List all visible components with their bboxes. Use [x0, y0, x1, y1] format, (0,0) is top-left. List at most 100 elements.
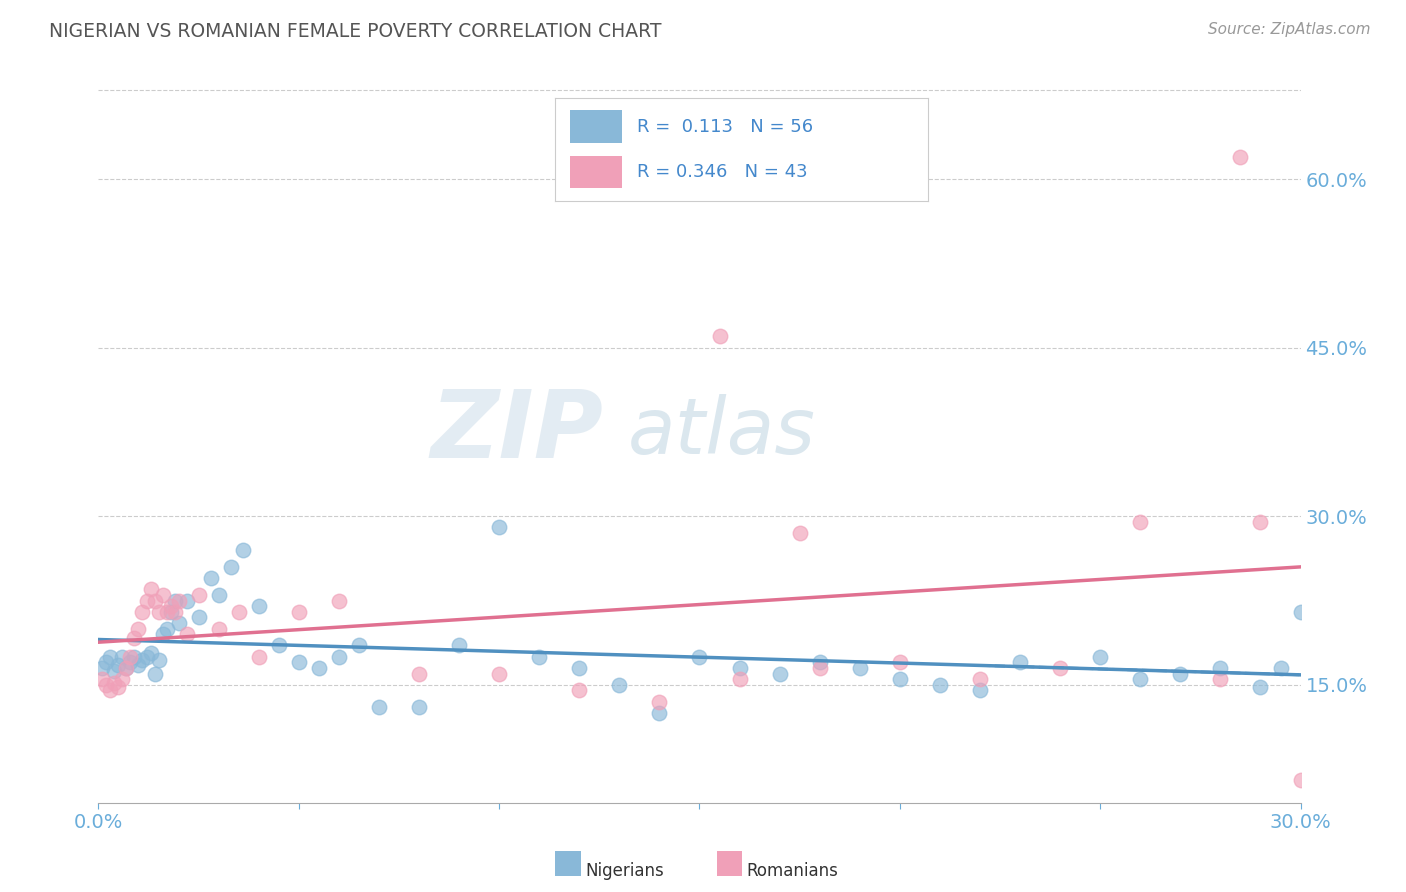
Point [247, 649, 270, 664]
Point [849, 661, 872, 675]
Point [368, 700, 391, 714]
Point [124, 631, 146, 645]
Point [143, 666, 166, 681]
Point [648, 706, 671, 720]
Point [176, 593, 198, 607]
Point [120, 656, 142, 670]
Point [1129, 515, 1152, 529]
Point [152, 588, 174, 602]
Point [529, 649, 551, 664]
Point [176, 627, 198, 641]
Text: atlas: atlas [627, 393, 815, 470]
Point [1010, 656, 1032, 670]
Point [91, 672, 114, 686]
Point [91, 661, 114, 675]
Text: Romanians: Romanians [747, 862, 838, 880]
Point [187, 588, 209, 602]
Point [789, 526, 811, 541]
Text: R = 0.346   N = 43: R = 0.346 N = 43 [637, 163, 808, 181]
Bar [571, 155, 623, 188]
Point [100, 649, 122, 664]
Point [447, 639, 470, 653]
Point [143, 593, 166, 607]
Point [155, 605, 177, 619]
Point [408, 666, 430, 681]
Point [769, 666, 792, 681]
Point [689, 649, 711, 664]
Point [288, 605, 311, 619]
Point [568, 683, 591, 698]
Point [115, 661, 138, 675]
Point [889, 656, 911, 670]
Point [208, 622, 231, 636]
Point [648, 695, 671, 709]
Point [135, 593, 157, 607]
Point [709, 329, 731, 343]
Point [889, 672, 911, 686]
Point [247, 599, 270, 614]
Point [1250, 680, 1272, 694]
Point [808, 661, 831, 675]
Point [728, 661, 751, 675]
Point [208, 588, 231, 602]
Point [148, 605, 170, 619]
Point [288, 656, 311, 670]
Point [155, 622, 177, 636]
Point [103, 665, 125, 679]
Point [347, 639, 370, 653]
Point [267, 639, 290, 653]
Point [124, 649, 146, 664]
Point [200, 571, 222, 585]
Point [139, 582, 162, 597]
Point [488, 666, 510, 681]
Point [1209, 672, 1232, 686]
Point [115, 661, 138, 675]
Point [969, 683, 991, 698]
Point [128, 622, 150, 636]
Point [328, 649, 350, 664]
Point [131, 605, 153, 619]
Point [1270, 661, 1292, 675]
Point [728, 672, 751, 686]
Point [609, 678, 631, 692]
Point [1289, 605, 1312, 619]
Point [328, 593, 350, 607]
Bar [571, 111, 623, 144]
Point [1289, 773, 1312, 788]
Point [187, 610, 209, 624]
Point [232, 543, 254, 558]
Point [135, 649, 157, 664]
Point [96, 656, 118, 670]
Point [111, 649, 134, 664]
Point [568, 661, 591, 675]
Point [111, 672, 134, 686]
Point [1250, 515, 1272, 529]
Point [103, 675, 125, 690]
Point [167, 593, 190, 607]
Text: ZIP: ZIP [430, 385, 603, 478]
Point [488, 520, 510, 534]
Point [131, 653, 153, 667]
Text: R =  0.113   N = 56: R = 0.113 N = 56 [637, 118, 814, 136]
Point [1049, 661, 1071, 675]
Point [128, 657, 150, 672]
Point [159, 605, 181, 619]
Point [808, 656, 831, 670]
Point [929, 678, 952, 692]
Point [1229, 150, 1251, 164]
Point [96, 678, 118, 692]
Point [1170, 666, 1192, 681]
Point [107, 657, 129, 672]
Point [148, 653, 170, 667]
Point [163, 605, 186, 619]
Point [159, 599, 181, 614]
Point [969, 672, 991, 686]
Text: NIGERIAN VS ROMANIAN FEMALE POVERTY CORRELATION CHART: NIGERIAN VS ROMANIAN FEMALE POVERTY CORR… [49, 22, 662, 41]
Point [219, 559, 242, 574]
Point [100, 683, 122, 698]
Text: Nigerians: Nigerians [585, 862, 664, 880]
Point [408, 700, 430, 714]
Point [107, 680, 129, 694]
Point [152, 627, 174, 641]
Point [308, 661, 330, 675]
